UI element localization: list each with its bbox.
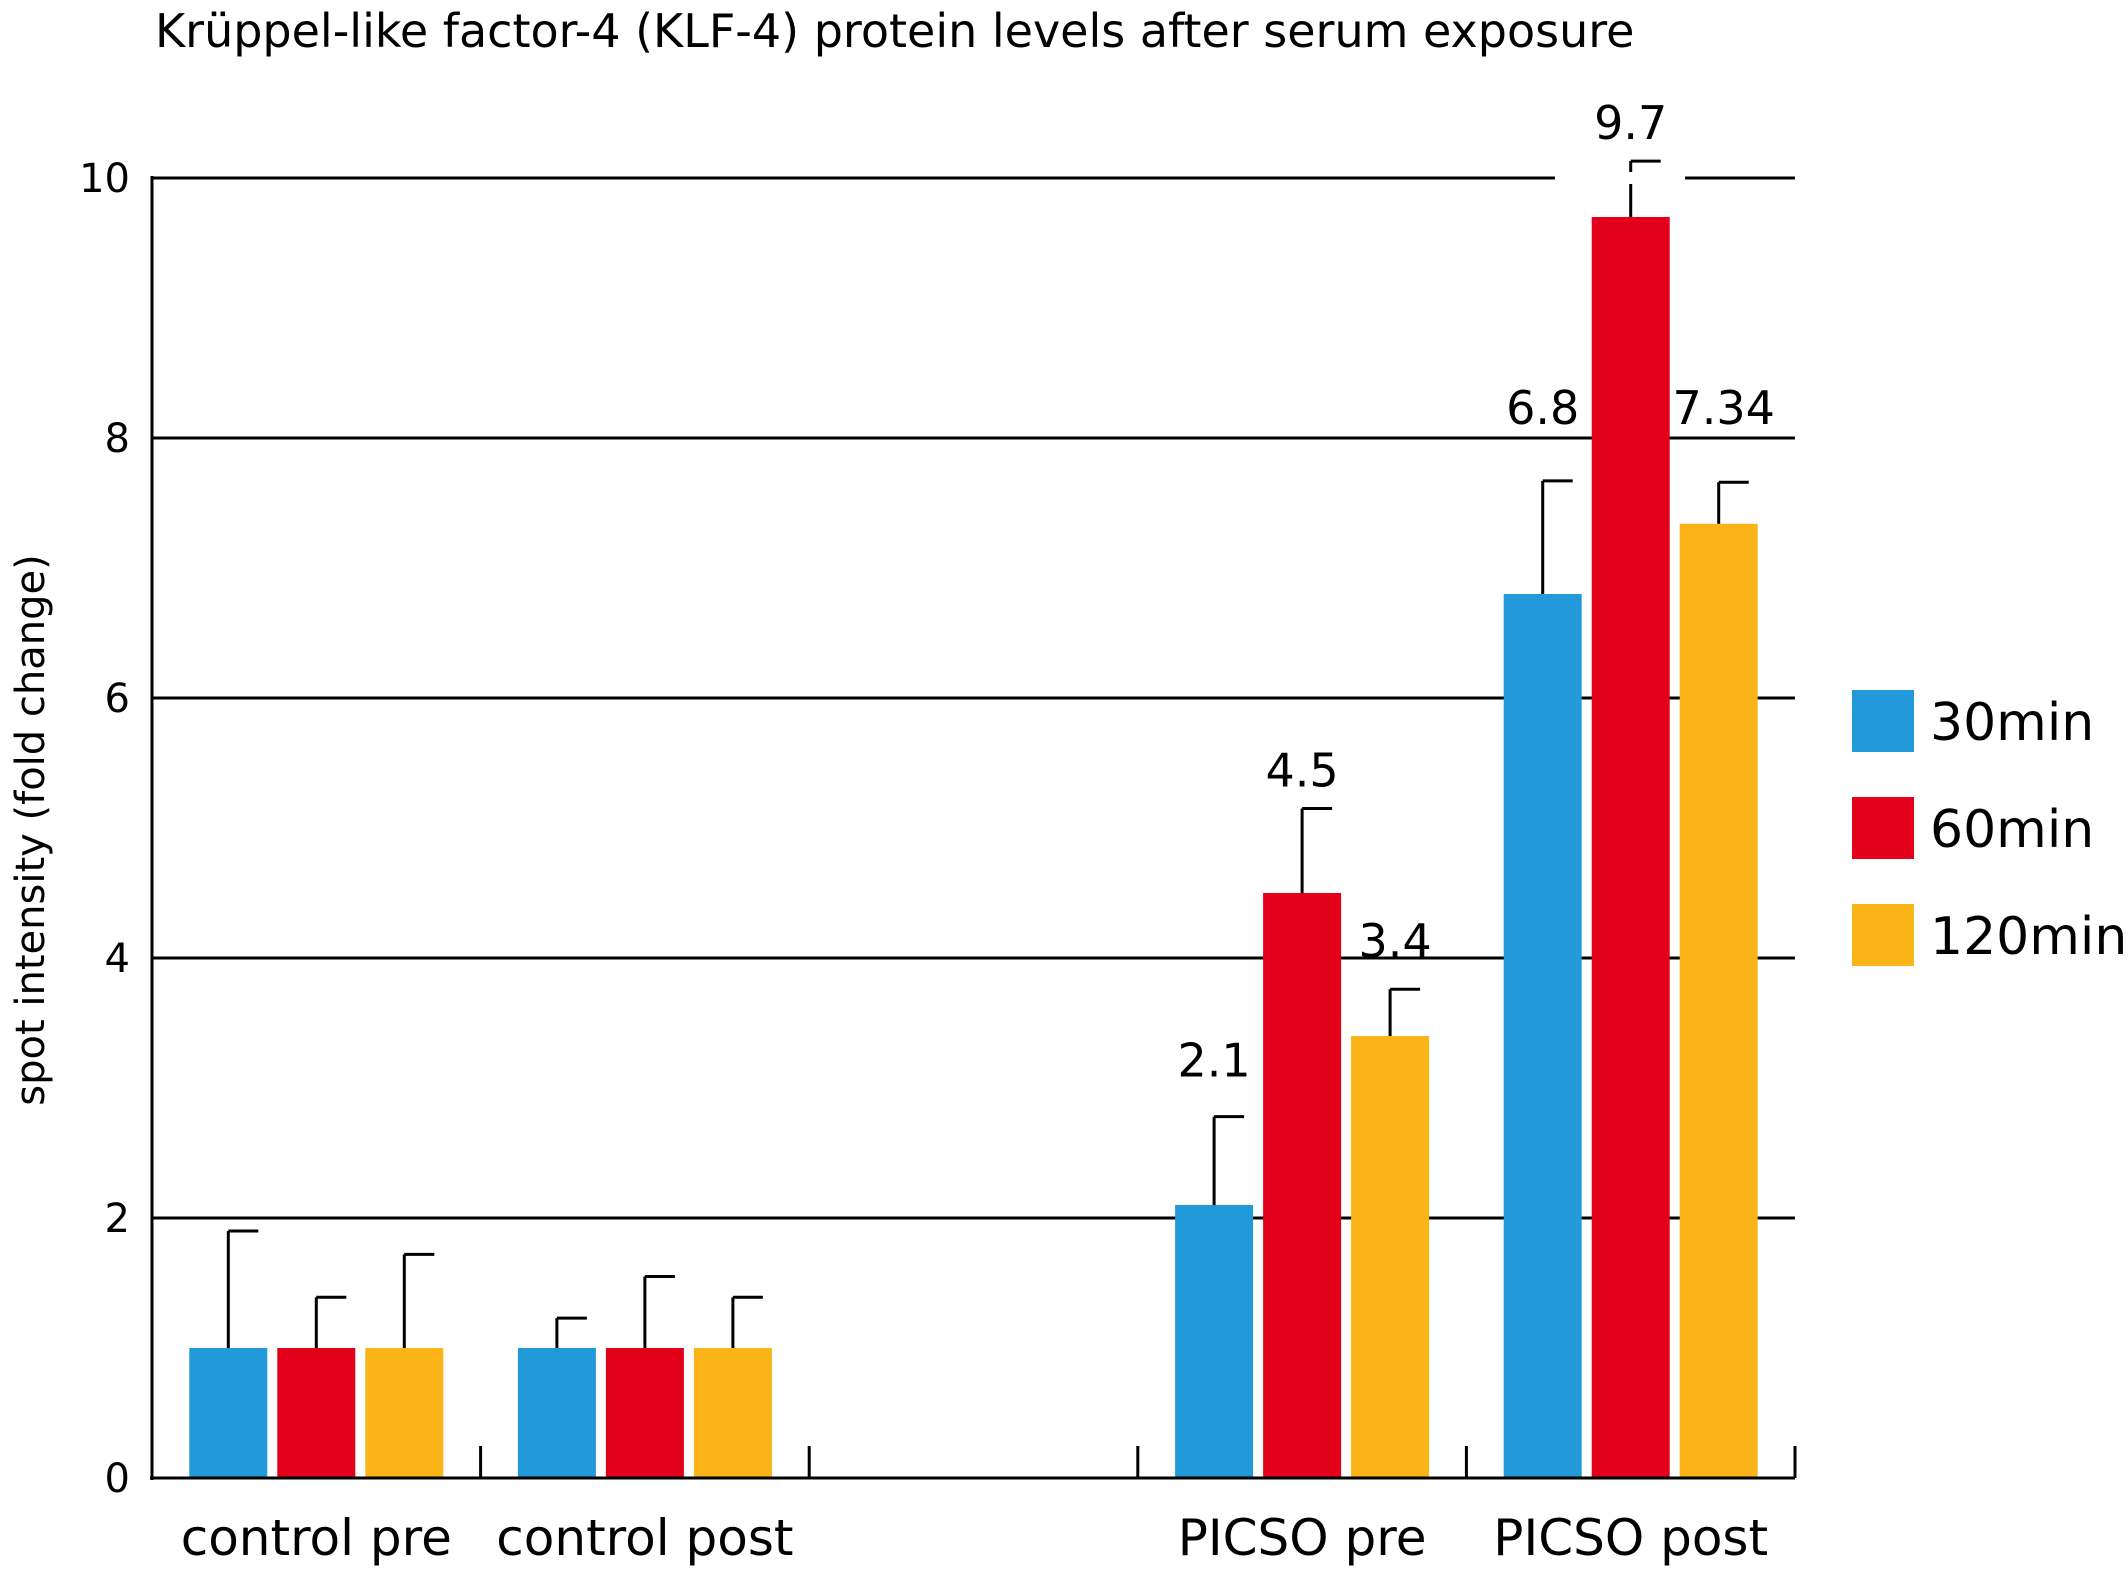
bar	[693, 1348, 772, 1478]
legend: 30min 60min 120min	[1852, 690, 2127, 967]
bar	[605, 1348, 684, 1478]
data-label: 3.4	[1359, 914, 1432, 968]
bar	[1263, 893, 1342, 1478]
data-label: 4.5	[1266, 744, 1339, 798]
legend-swatch	[1852, 904, 1914, 966]
bar	[1591, 217, 1670, 1478]
data-label: 6.8	[1506, 381, 1579, 435]
data-labels: 2.1 4.5 3.4 6.8 9.7 7.34	[1178, 96, 1775, 1088]
legend-label: 30min	[1930, 693, 2094, 753]
y-tick-label: 0	[105, 1456, 130, 1502]
legend-label: 120min	[1930, 907, 2127, 967]
y-tick-label: 4	[105, 936, 130, 982]
bar	[1503, 594, 1582, 1478]
y-tick-label: 6	[105, 676, 130, 722]
legend-swatch	[1852, 797, 1914, 859]
x-tick-label: PICSO pre	[1178, 1509, 1427, 1567]
y-tick-label: 2	[105, 1196, 130, 1242]
x-tick-label: PICSO post	[1493, 1509, 1768, 1567]
chart-title: Krüppel-like factor-4 (KLF-4) protein le…	[155, 4, 1634, 58]
bar	[365, 1348, 444, 1478]
legend-label: 60min	[1930, 800, 2094, 860]
bar	[1175, 1205, 1254, 1478]
data-label: 7.34	[1672, 381, 1774, 435]
bar	[517, 1348, 596, 1478]
y-axis-label: spot intensity (fold change)	[8, 554, 54, 1105]
x-tick-label: control post	[496, 1509, 793, 1567]
bar	[277, 1348, 356, 1478]
axes: 0 2 4 6 8 10 control pre control post PICSO pre P…	[79, 156, 1797, 1567]
bar	[189, 1348, 268, 1478]
y-tick-label: 10	[79, 156, 130, 202]
bars	[189, 159, 1758, 1478]
label-backdrop	[1555, 172, 1685, 184]
legend-swatch	[1852, 690, 1914, 752]
data-label: 2.1	[1178, 1034, 1251, 1088]
bar	[1679, 523, 1758, 1478]
data-label: 9.7	[1594, 96, 1667, 150]
bar	[1351, 1036, 1430, 1478]
x-tick-label: control pre	[181, 1509, 452, 1567]
y-tick-label: 8	[105, 416, 130, 462]
